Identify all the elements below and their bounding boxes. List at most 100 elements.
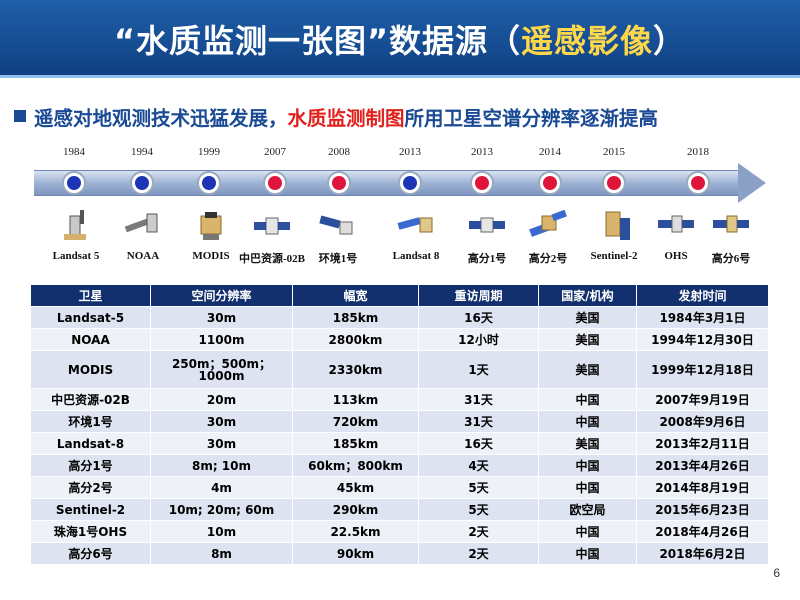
table-cell: 2013年2月11日 [636, 432, 769, 455]
satellite-label: 高分6号 [711, 253, 751, 265]
page-title: “水质监测一张图”数据源（ 遥感影像） [0, 0, 800, 78]
gf1-satellite-icon [467, 208, 507, 244]
table-cell: 1999年12月18日 [636, 350, 769, 389]
table-header-row: 卫星 空间分辨率 幅宽 重访周期 国家/机构 发射时间 [30, 284, 769, 307]
table-row: Sentinel-2 10m; 20m; 60m 290km 5天 欧空局 2015年6月… [30, 498, 769, 521]
table-cell: 5天 [418, 498, 539, 521]
table-cell: MODIS [30, 350, 151, 389]
satellite-label: 高分2号 [528, 253, 568, 265]
table-cell: 2天 [418, 542, 539, 565]
column-header: 卫星 [30, 284, 151, 307]
timeline-year: 2013 [471, 146, 493, 158]
satellite-label: OHS [664, 250, 688, 262]
timeline-year: 1984 [63, 146, 85, 158]
modis-satellite-icon [191, 208, 231, 244]
table-row: Landsat-5 30m 185km 16天 美国 1984年3月1日 [30, 306, 769, 329]
table-cell: 2018年6月2日 [636, 542, 769, 565]
table-cell: 60km；800km [292, 454, 419, 477]
table-cell: 8m; 10m [150, 454, 293, 477]
table-cell: 2天 [418, 520, 539, 543]
table-cell: 12小时 [418, 328, 539, 351]
timeline-year: 2013 [399, 146, 421, 158]
table-cell: 1994年12月30日 [636, 328, 769, 351]
timeline-dot-icon [327, 171, 351, 195]
table-cell: 美国 [538, 432, 637, 455]
table-cell: 2014年8月19日 [636, 476, 769, 499]
table-cell: 中国 [538, 476, 637, 499]
table-cell: 8m [150, 542, 293, 565]
table-cell: 2330km [292, 350, 419, 389]
title-end: ） [653, 22, 687, 60]
table-cell: 2018年4月26日 [636, 520, 769, 543]
table-cell: 30m [150, 306, 293, 329]
table-cell: 4天 [418, 454, 539, 477]
satellite-label: 中巴资源-02B [239, 253, 305, 265]
table-cell: 1100m [150, 328, 293, 351]
column-header: 国家/机构 [538, 284, 637, 307]
table-cell: 环境1号 [30, 410, 151, 433]
timeline-dot-icon [602, 171, 626, 195]
hj1-satellite-icon [318, 208, 358, 244]
table-cell: 30m [150, 432, 293, 455]
timeline-dot-icon [263, 171, 287, 195]
cbers02b-satellite-icon [252, 208, 292, 244]
table-cell: 中国 [538, 542, 637, 565]
table-row: 高分6号 8m 90km 2天 中国 2018年6月2日 [30, 542, 769, 565]
table-cell: 2007年9月19日 [636, 388, 769, 411]
table-cell: 16天 [418, 306, 539, 329]
landsat5-satellite-icon [56, 208, 96, 244]
table-row: 珠海1号OHS 10m 22.5km 2天 中国 2018年4月26日 [30, 520, 769, 543]
subtitle-highlight: 水质监测制图 [287, 106, 405, 130]
table-cell: 45km [292, 476, 419, 499]
column-header: 重访周期 [418, 284, 539, 307]
table-cell: 中巴资源-02B [30, 388, 151, 411]
timeline-dot-icon [686, 171, 710, 195]
table-cell: 250m；500m；1000m [150, 350, 293, 389]
table-cell: 720km [292, 410, 419, 433]
table-cell: 90km [292, 542, 419, 565]
table-cell: 185km [292, 432, 419, 455]
square-bullet-icon [14, 110, 26, 122]
ohs-satellite-icon [656, 208, 696, 244]
column-header: 幅宽 [292, 284, 419, 307]
timeline-year: 2018 [687, 146, 709, 158]
column-header: 空间分辨率 [150, 284, 293, 307]
satellite-label: Sentinel-2 [590, 250, 638, 262]
table-cell: 4m [150, 476, 293, 499]
satellite-timeline: 1984 1994 1999 2007 2008 2013 2013 2014 2015 2018… [0, 146, 800, 276]
table-cell: 1984年3月1日 [636, 306, 769, 329]
timeline-year: 1999 [198, 146, 220, 158]
table-cell: 10m [150, 520, 293, 543]
timeline-dot-icon [470, 171, 494, 195]
sentinel2-satellite-icon [594, 208, 634, 244]
timeline-year: 2014 [539, 146, 561, 158]
table-row: Landsat-8 30m 185km 16天 美国 2013年2月11日 [30, 432, 769, 455]
timeline-dot-icon [538, 171, 562, 195]
satellite-label: 高分1号 [467, 253, 507, 265]
table-cell: 美国 [538, 350, 637, 389]
table-cell: 中国 [538, 388, 637, 411]
title-accent: 遥感影像 [521, 22, 654, 60]
table-row: MODIS 250m；500m；1000m 2330km 1天 美国 1999年12月18… [30, 350, 769, 389]
table-row: NOAA 1100m 2800km 12小时 美国 1994年12月30日 [30, 328, 769, 351]
table-cell: 31天 [418, 388, 539, 411]
satellite-table: 卫星 空间分辨率 幅宽 重访周期 国家/机构 发射时间 Landsat-5 30m 185km… [30, 284, 769, 565]
gf6-satellite-icon [711, 208, 751, 244]
subtitle: 遥感对地观测技术迅猛发展， 水质监测制图 所用卫星空谱分辨率逐渐提高 [14, 100, 658, 132]
table-cell: 高分2号 [30, 476, 151, 499]
landsat8-satellite-icon [396, 208, 436, 244]
table-cell: 290km [292, 498, 419, 521]
table-cell: 2008年9月6日 [636, 410, 769, 433]
table-cell: Sentinel-2 [30, 498, 151, 521]
table-cell: 22.5km [292, 520, 419, 543]
table-cell: 2800km [292, 328, 419, 351]
table-row: 高分2号 4m 45km 5天 中国 2014年8月19日 [30, 476, 769, 499]
table-cell: 113km [292, 388, 419, 411]
table-cell: 30m [150, 410, 293, 433]
subtitle-part1: 遥感对地观测技术迅猛发展， [34, 106, 288, 130]
title-main: “水质监测一张图”数据源（ [113, 22, 522, 60]
table-body: Landsat-5 30m 185km 16天 美国 1984年3月1日 NOAA 1100m… [30, 306, 769, 565]
table-row: 环境1号 30m 720km 31天 中国 2008年9月6日 [30, 410, 769, 433]
table-cell: 2015年6月23日 [636, 498, 769, 521]
timeline-year: 2008 [328, 146, 350, 158]
